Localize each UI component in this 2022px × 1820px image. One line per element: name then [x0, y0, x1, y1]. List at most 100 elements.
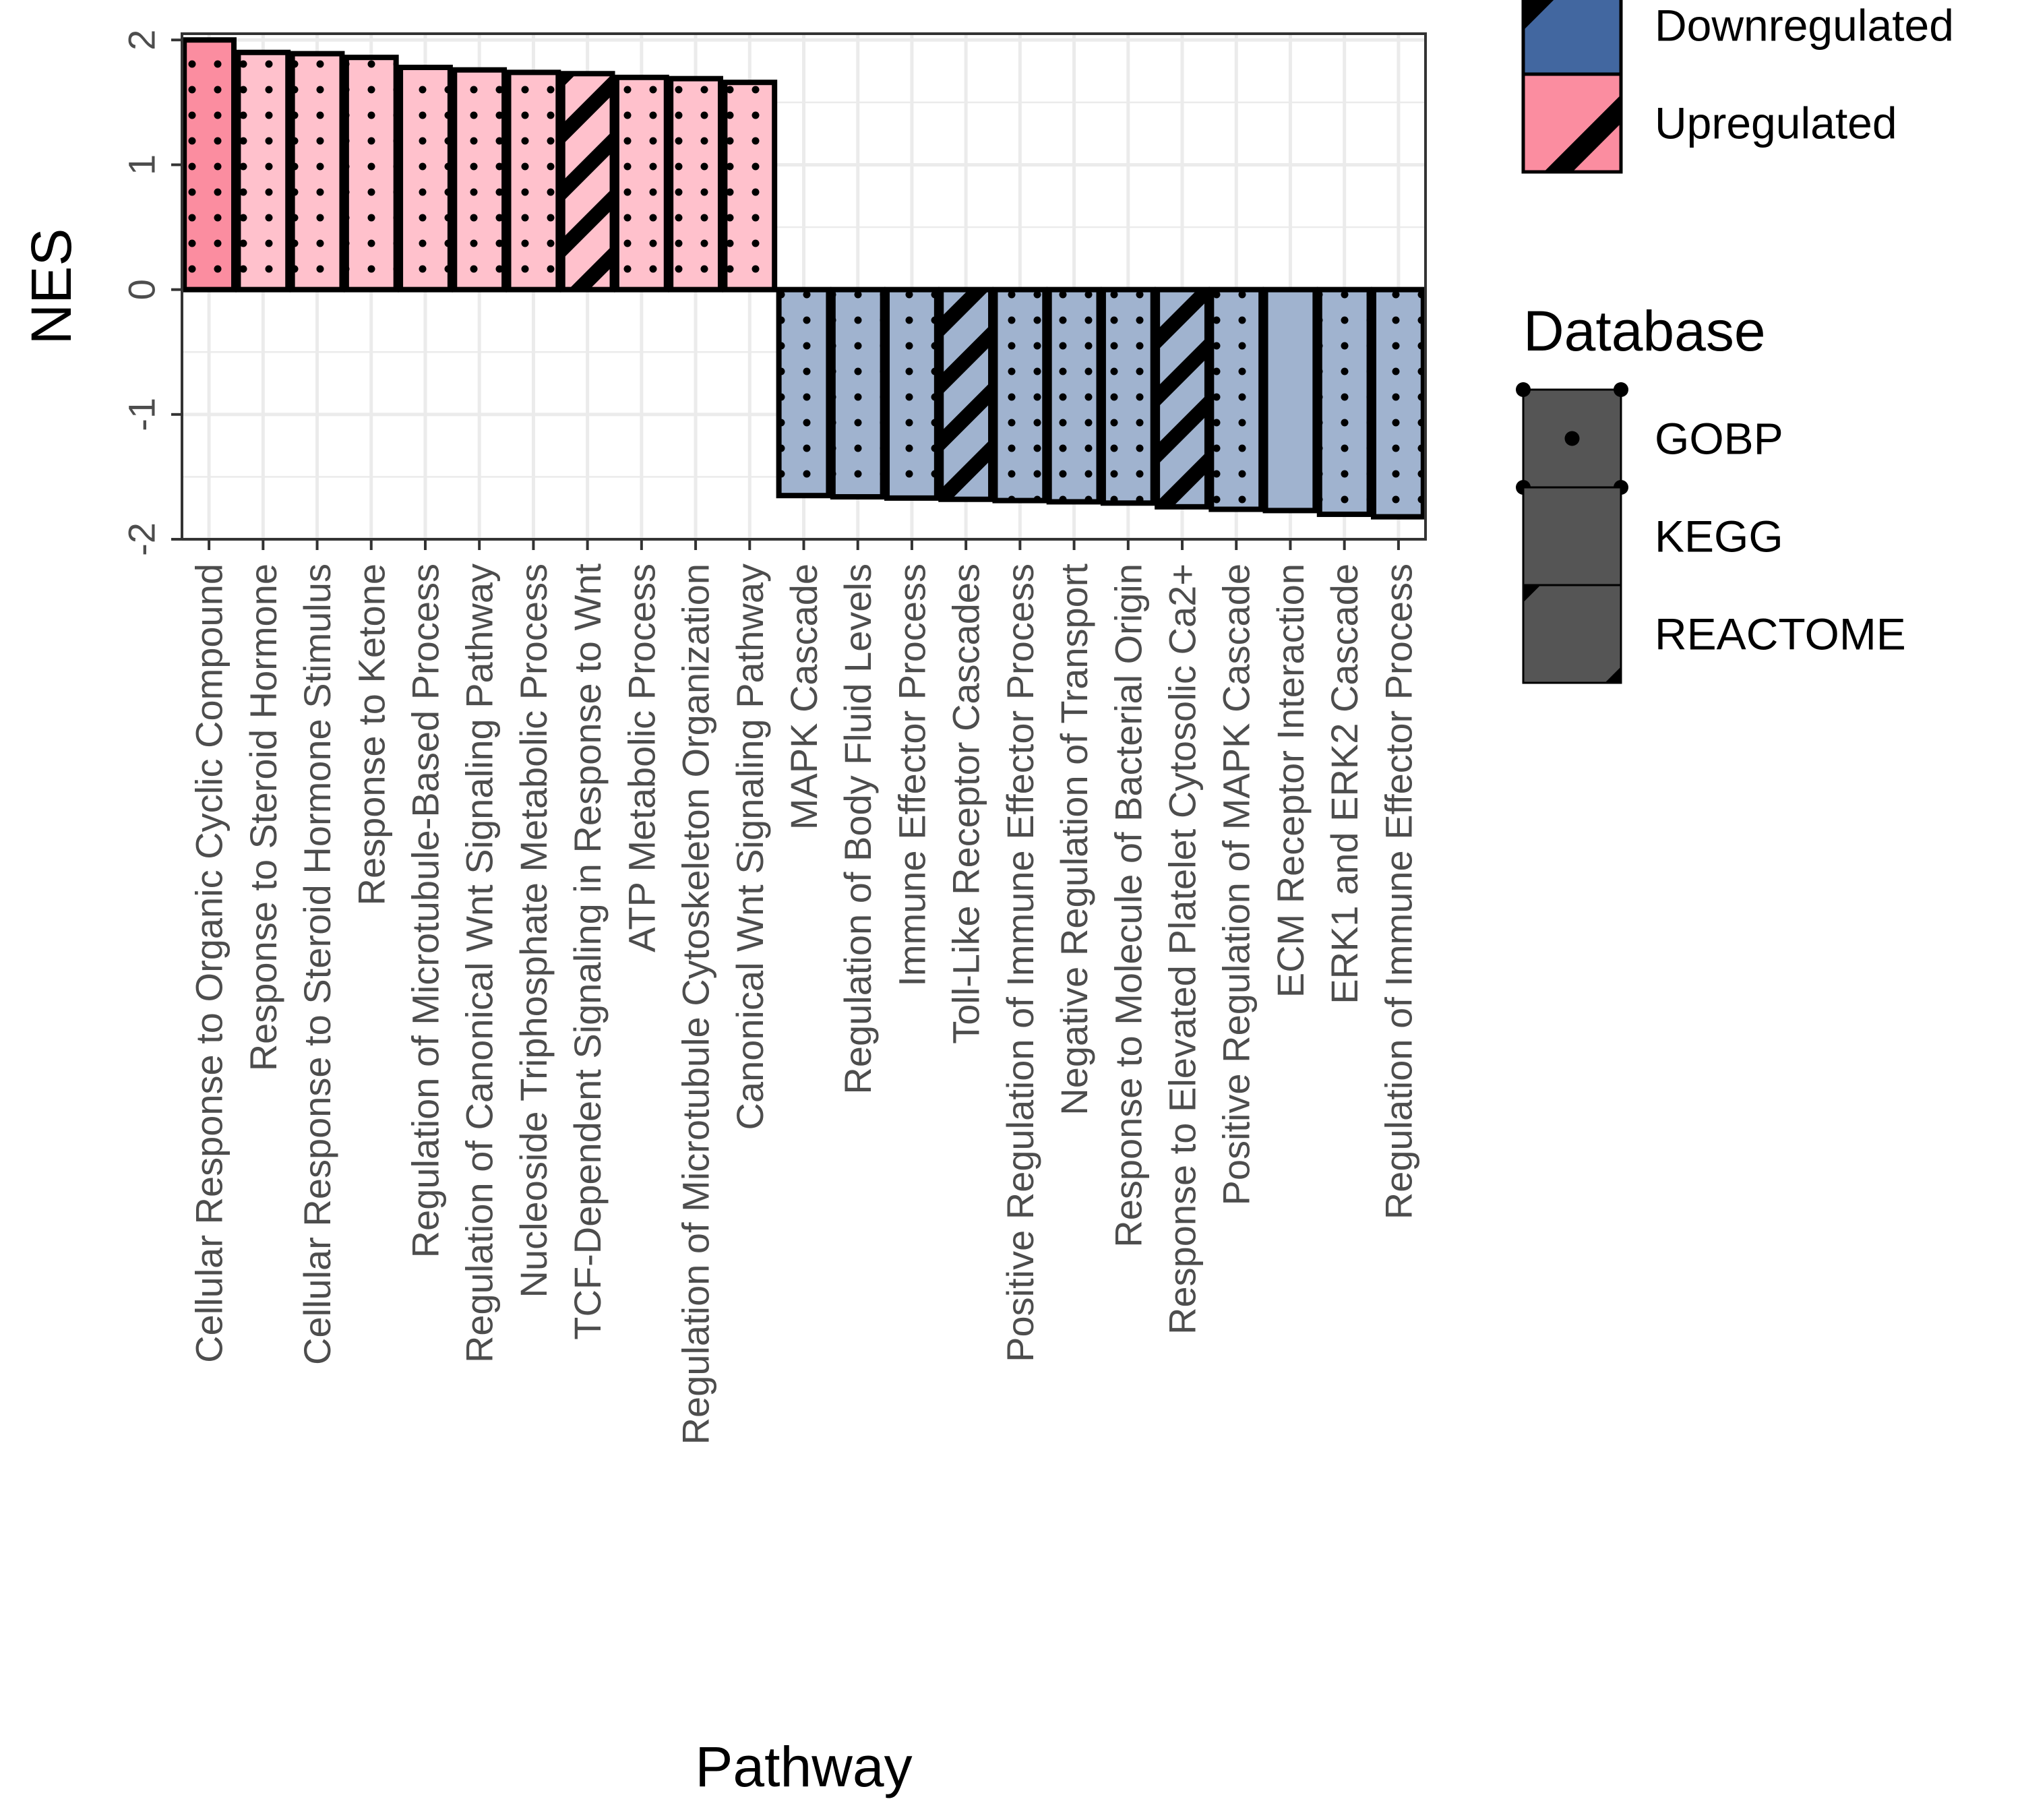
- x-tick-label: TCF-Dependent Signaling in Response to W…: [566, 564, 609, 1340]
- bar-outline: [289, 51, 345, 293]
- bar-outline: [1155, 286, 1210, 510]
- x-tick-label: Regulation of Canonical Wnt Signaling Pa…: [458, 564, 501, 1363]
- legend-key-outline: [1522, 584, 1622, 684]
- y-tick-label: 1: [121, 154, 163, 175]
- legend-label: KEGG: [1655, 512, 1783, 562]
- bar-outline: [722, 80, 778, 293]
- bar-outline: [830, 286, 886, 500]
- x-tick-label: Regulation of Microtubule Cytoskeleton O…: [675, 564, 717, 1445]
- bar-pattern-dots: [184, 40, 235, 290]
- bar: [613, 74, 669, 293]
- bar-outline: [506, 69, 561, 293]
- bar-pattern-dots: [616, 77, 667, 290]
- bar: [830, 286, 886, 500]
- x-tick-label: ECM Receptor Interaction: [1269, 564, 1312, 998]
- bar: [343, 55, 399, 293]
- legend-key-pattern: [1523, 74, 1621, 172]
- bar: [398, 65, 453, 293]
- bar: [884, 286, 940, 501]
- bar-pattern-dots: [1319, 289, 1370, 514]
- bars-layer: [181, 37, 1426, 520]
- legend-label: Upregulated: [1655, 98, 1897, 148]
- bar: [1046, 286, 1102, 505]
- bar-outline: [1208, 286, 1264, 512]
- direction-legend: Downregulated Upregulated: [1521, 0, 1954, 174]
- bar-outline: [1100, 286, 1156, 506]
- y-tick-label: -1: [121, 398, 163, 431]
- x-tick-label: Regulation of Microtubule-Based Process: [404, 564, 446, 1258]
- x-tick-label: Negative Regulation of Transport: [1053, 564, 1095, 1116]
- bar-pattern-dots: [454, 69, 505, 290]
- x-tick-label: Immune Effector Process: [890, 564, 933, 987]
- bar-pattern-dots: [1373, 289, 1423, 517]
- bar: [452, 67, 508, 293]
- bar-pattern-dots: [238, 52, 288, 290]
- x-tick-label: Cellular Response to Organic Cyclic Comp…: [188, 564, 231, 1363]
- y-axis-title: NES: [20, 229, 83, 345]
- bar: [722, 80, 778, 293]
- bar-pattern-dots: [725, 82, 775, 290]
- legend-key-fill: [1523, 487, 1621, 585]
- x-tick-label: Positive Regulation of Immune Effector P…: [999, 564, 1041, 1362]
- y-tick-label: -2: [121, 522, 163, 556]
- y-tick-label: 2: [121, 30, 163, 51]
- bar-outline: [884, 286, 940, 501]
- legend-label: GOBP: [1655, 414, 1783, 464]
- bar-pattern-dots: [778, 289, 829, 496]
- legend-label: Downregulated: [1655, 1, 1954, 51]
- legend: Downregulated Upregulated Database GOBP KE…: [1516, 0, 1954, 684]
- x-tick-label: Cellular Response to Steroid Hormone Sti…: [296, 564, 338, 1365]
- bar-outline: [1370, 286, 1426, 520]
- bar-outline: [776, 286, 832, 499]
- bar-outline: [343, 55, 399, 293]
- legend-key-outline: [1521, 72, 1623, 174]
- bar-pattern-dots: [671, 78, 721, 290]
- bar-pattern-stripes: [1157, 289, 1207, 507]
- x-tick-label: ATP Metabolic Process: [620, 564, 663, 952]
- bar-outline: [235, 49, 291, 293]
- x-tick-label: Response to Steroid Hormone: [242, 564, 284, 1071]
- bar-pattern-dots: [400, 67, 450, 290]
- bar-outline: [1316, 286, 1372, 517]
- bar: [1208, 286, 1264, 512]
- bar: [1155, 286, 1210, 510]
- x-tick-label: MAPK Cascade: [783, 564, 825, 830]
- bar: [559, 71, 615, 293]
- x-tick-label: Regulation of Body Fluid Levels: [836, 564, 879, 1095]
- bar: [992, 286, 1048, 504]
- bar-outline: [938, 286, 994, 502]
- bar-outline: [559, 71, 615, 293]
- bar-outline: [181, 37, 237, 293]
- bar-pattern-dots: [1211, 289, 1262, 510]
- bar-pattern-dots: [1103, 289, 1153, 504]
- x-tick-label: Toll-Like Receptor Cascades: [945, 564, 987, 1044]
- bar-outline: [992, 286, 1048, 504]
- database-legend: GOBP KEGG REACTOME: [1516, 382, 1906, 684]
- legend-dot: [1564, 431, 1580, 446]
- bar-pattern-dots: [832, 289, 883, 497]
- bar-pattern-dots: [292, 53, 342, 290]
- bar-pattern-stripes: [941, 289, 991, 499]
- bar-outline: [398, 65, 453, 293]
- bar-outline: [1262, 286, 1318, 514]
- bar-outline: [1046, 286, 1102, 505]
- database-legend-item: KEGG: [1522, 486, 1783, 586]
- database-legend-item: REACTOME: [1522, 584, 1906, 684]
- x-tick-label: Regulation of Immune Effector Process: [1377, 564, 1419, 1219]
- bar-pattern-dots: [995, 289, 1045, 501]
- x-axis: Cellular Response to Organic Cyclic Comp…: [188, 539, 1419, 1445]
- direction-legend-item: Downregulated: [1521, 0, 1954, 76]
- bar: [938, 286, 994, 502]
- bar-pattern-dots: [887, 289, 937, 498]
- direction-legend-item: Upregulated: [1521, 72, 1897, 174]
- y-tick-label: 0: [121, 279, 163, 300]
- x-tick-label: Response to Ketone: [350, 564, 392, 905]
- bar: [289, 51, 345, 293]
- bar: [506, 69, 561, 293]
- x-tick-label: Canonical Wnt Signaling Pathway: [729, 564, 771, 1130]
- legend-key-pattern: [1523, 0, 1621, 74]
- bar: [668, 75, 723, 293]
- x-tick-label: Nucleoside Triphosphate Metabolic Proces…: [512, 564, 555, 1298]
- database-legend-title: Database: [1523, 299, 1766, 363]
